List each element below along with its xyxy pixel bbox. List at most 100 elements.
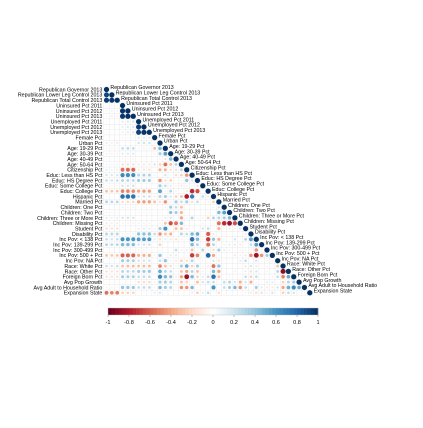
corr-circle [239,238,241,240]
colorbar-segment [276,308,280,315]
corr-circle [223,265,225,267]
corr-circle [131,291,135,295]
corr-circle [158,168,162,172]
corr-circle [116,147,118,150]
row-label: Republican Total Control 2013 [31,98,102,104]
corr-circle [158,200,162,204]
corr-circle [159,174,161,176]
corr-circle [190,269,194,273]
corr-circle [191,222,193,224]
corr-circle [120,194,125,199]
corr-circle [111,158,113,160]
corr-circle [169,189,173,193]
corr-circle [163,269,167,273]
corr-circle [137,168,140,171]
corr-circle [154,185,156,187]
diagonal-label: Educ: HS Degree Pct [201,176,252,182]
colorbar-tick-label: -0.2 [187,320,197,326]
corr-circle [239,259,242,262]
colorbar-segment [251,308,256,315]
corr-circle [190,264,194,268]
corr-circle [131,270,135,273]
corr-circle [137,163,140,166]
corr-circle [169,179,173,182]
corr-circle [169,259,172,262]
diagonal-label: Female Pct [159,133,186,139]
corr-circle [121,228,124,230]
corr-circle [185,217,188,219]
corr-circle [121,264,124,268]
row-label: Uninsured Pct 2013 [56,114,103,120]
corr-circle [255,291,258,294]
corr-circle [126,259,130,263]
corr-circle [153,227,156,230]
corr-circle [184,285,189,290]
colorbar-tick-label: 1 [316,320,319,326]
corr-circle [120,189,125,193]
colorbar-segment [286,308,291,315]
corr-circle [163,280,167,284]
corr-circle [212,200,215,204]
corr-circle [148,185,150,187]
corr-circle [148,136,151,139]
corr-circle [154,206,156,208]
diagonal-label: Children: Missing Pct [244,219,294,225]
corr-circle [201,238,204,241]
corr-circle [158,259,162,263]
diagonal-label: Inc Pov: 500 + Pct [276,251,320,257]
corr-circle [126,242,130,247]
corr-circle [175,184,177,187]
corr-circle [174,211,178,215]
colorbar-tick-label: -0.4 [166,320,176,326]
corr-circle [137,147,140,150]
grid-cell [194,220,201,227]
row-label: Expansion State [64,291,103,297]
corr-circle [212,216,215,220]
corr-circle [121,120,124,123]
diagonal-label: Uninsured Pct 2011 [126,101,172,107]
corr-circle [291,285,296,290]
corr-circle [127,142,129,144]
corr-circle [179,227,183,231]
corr-circle [153,286,156,289]
corr-circle [239,292,241,294]
corr-circle [125,194,131,199]
corr-circle [111,147,113,150]
corr-circle [207,195,210,198]
corr-circle [103,92,110,98]
corr-circle [132,158,135,160]
colorbar-segment [146,308,151,315]
corr-circle [212,280,215,284]
corr-circle [221,220,227,226]
corr-circle [148,163,151,166]
corr-circle [170,228,172,230]
corr-circle [126,179,130,182]
corr-circle [191,184,193,187]
corr-circle [174,200,178,204]
corr-circle [239,249,242,251]
corr-circle [116,168,119,171]
corr-circle [212,228,215,230]
corr-circle [244,237,248,241]
corr-circle [196,184,199,187]
corr-circle [142,163,145,166]
colorbar-segment [174,308,179,315]
colorbar-segment [234,308,238,315]
corr-circle [271,259,274,262]
corr-circle [126,163,130,166]
corr-circle [159,158,161,160]
corr-circle [196,286,199,289]
corr-circle [121,249,124,251]
corr-circle [138,217,140,219]
corr-circle [170,174,172,176]
corr-circle [126,216,130,220]
corr-circle [255,281,258,283]
grid-cell [173,231,179,237]
corr-circle [132,131,135,134]
corr-circle [105,173,108,177]
corr-circle [223,292,225,294]
corr-circle [111,211,113,214]
corr-circle [148,141,151,145]
corr-circle [126,200,130,204]
colorbar-segment [199,308,203,315]
